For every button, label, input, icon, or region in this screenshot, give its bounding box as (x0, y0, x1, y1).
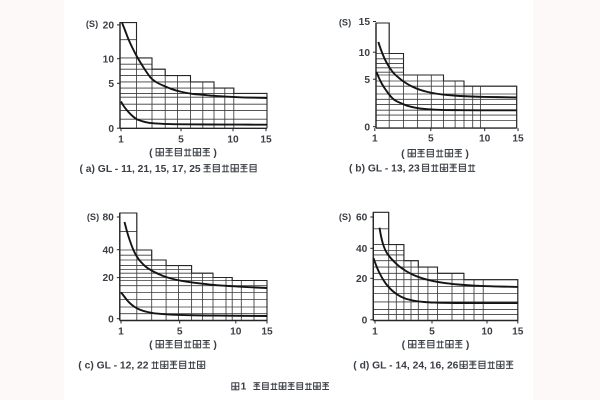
svg-text:): ) (466, 339, 470, 351)
svg-text:5: 5 (178, 135, 184, 146)
svg-text:10: 10 (103, 54, 115, 65)
svg-text:1: 1 (241, 382, 247, 393)
svg-text:5: 5 (177, 327, 183, 338)
svg-text:( b) GL - 13, 23: ( b) GL - 13, 23 (349, 164, 420, 175)
svg-text:80: 80 (102, 213, 114, 224)
svg-text:(: ( (402, 339, 406, 351)
svg-text:( d) GL - 14, 24, 16, 26: ( d) GL - 14, 24, 16, 26 (353, 361, 458, 372)
svg-text:60: 60 (356, 213, 368, 224)
svg-text:5: 5 (429, 327, 435, 338)
svg-text:15: 15 (261, 327, 273, 338)
svg-text:(S): (S) (87, 212, 99, 222)
svg-text:( c) GL - 12, 22: ( c) GL - 12, 22 (78, 361, 148, 372)
svg-text:15: 15 (512, 134, 524, 145)
svg-text:1: 1 (372, 134, 378, 145)
svg-text:(S): (S) (86, 19, 98, 29)
svg-text:20: 20 (103, 21, 115, 32)
svg-text:1: 1 (118, 135, 124, 146)
svg-text:(: ( (149, 147, 153, 159)
svg-text:10: 10 (481, 327, 493, 338)
svg-text:(S): (S) (339, 212, 351, 222)
svg-text:15: 15 (260, 135, 272, 146)
svg-text:): ) (465, 148, 469, 160)
svg-text:): ) (213, 339, 217, 351)
svg-text:( a) GL - 11, 21, 15, 17, 25: ( a) GL - 11, 21, 15, 17, 25 (80, 164, 201, 175)
svg-text:5: 5 (428, 134, 434, 145)
svg-text:10: 10 (230, 327, 242, 338)
svg-text:40: 40 (102, 245, 114, 256)
svg-text:0: 0 (108, 124, 114, 135)
svg-text:5: 5 (364, 75, 370, 86)
svg-text:(S): (S) (339, 18, 351, 28)
svg-text:10: 10 (359, 48, 371, 59)
svg-text:): ) (213, 147, 217, 159)
svg-text:15: 15 (359, 17, 371, 28)
svg-text:40: 40 (356, 244, 368, 255)
svg-text:10: 10 (227, 135, 239, 146)
svg-text:0: 0 (362, 315, 368, 326)
svg-text:(: ( (149, 339, 153, 351)
svg-text:1: 1 (118, 327, 124, 338)
svg-text:15: 15 (512, 327, 524, 338)
svg-text:10: 10 (479, 134, 491, 145)
svg-text:1: 1 (372, 327, 378, 338)
svg-text:0: 0 (364, 122, 370, 133)
svg-text:(: ( (401, 148, 405, 160)
svg-text:5: 5 (108, 79, 114, 90)
svg-text:20: 20 (102, 273, 114, 284)
svg-text:20: 20 (356, 274, 368, 285)
svg-text:0: 0 (108, 314, 114, 325)
